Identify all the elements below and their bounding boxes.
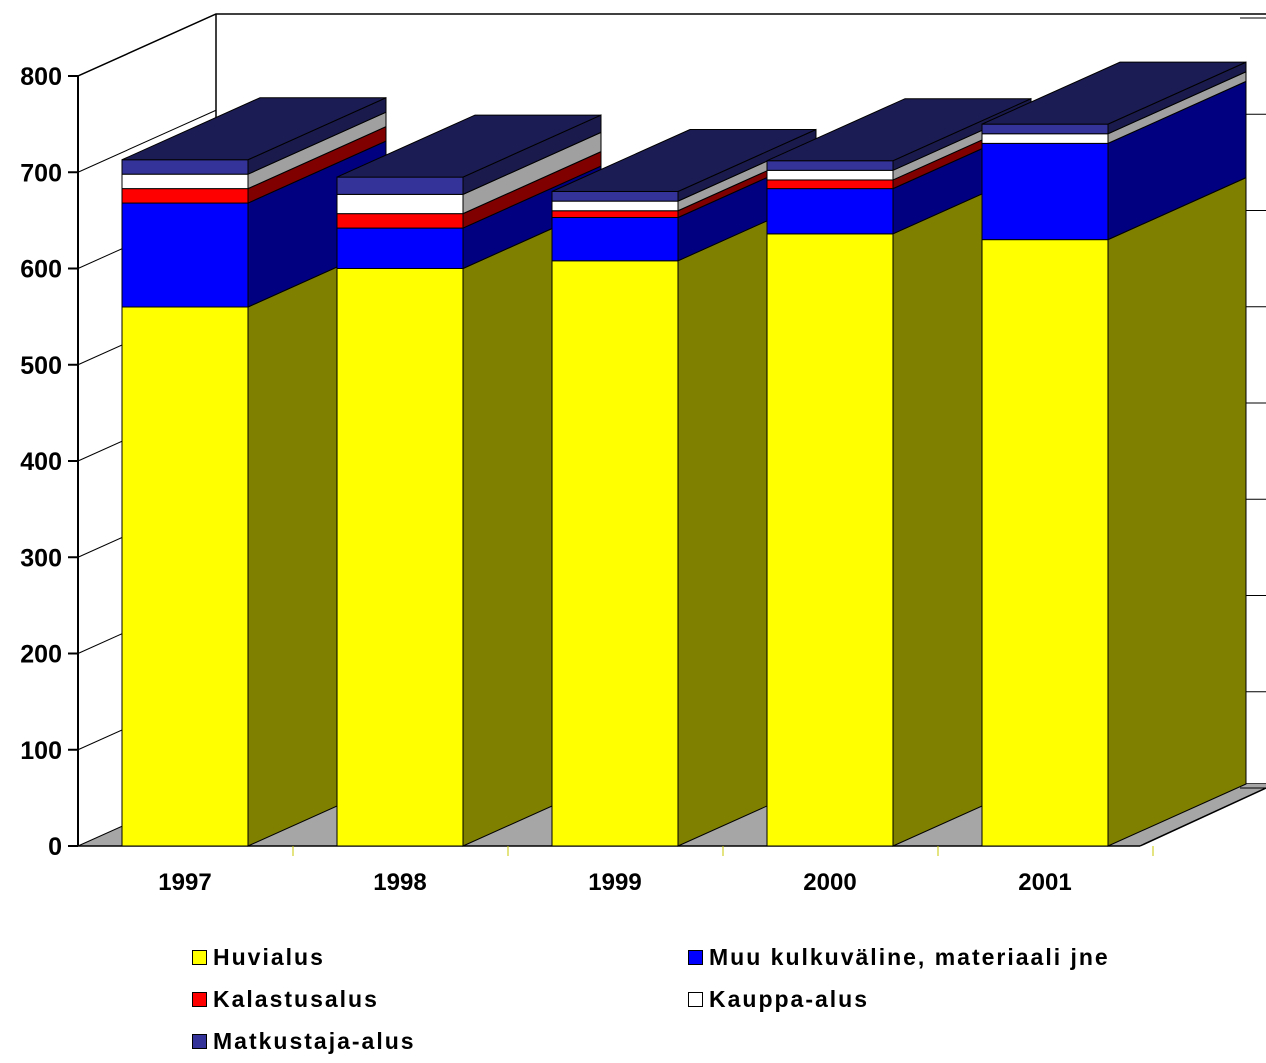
bar-segment bbox=[766, 233, 894, 847]
bar-segment bbox=[766, 179, 894, 190]
x-tick-label: 1997 bbox=[158, 869, 211, 896]
bar-segment bbox=[336, 227, 464, 269]
bar-top bbox=[981, 61, 1247, 125]
bar-top bbox=[766, 98, 1032, 162]
bar-segment bbox=[551, 191, 679, 202]
y-tick-label: 300 bbox=[20, 544, 62, 572]
depth-gridline bbox=[77, 13, 217, 77]
bar-top bbox=[551, 129, 817, 192]
y-tick-label: 800 bbox=[20, 63, 62, 91]
y-tick-label: 100 bbox=[20, 737, 62, 765]
x-axis: 1997 1998 1999 2000 2001 bbox=[158, 846, 1154, 896]
bar-top bbox=[336, 114, 602, 178]
bar-segment bbox=[551, 216, 679, 262]
y-tick-label: 500 bbox=[20, 352, 62, 380]
bar-segment bbox=[766, 188, 894, 235]
y-tick-label: 700 bbox=[20, 159, 62, 187]
bar-segment bbox=[121, 159, 249, 175]
bar-segment bbox=[551, 200, 679, 212]
bars bbox=[121, 61, 1247, 847]
bar-segment bbox=[981, 123, 1109, 135]
bar-segment bbox=[981, 239, 1109, 847]
x-tick-label: 1998 bbox=[373, 869, 426, 896]
bar-segment bbox=[551, 210, 679, 218]
bar-segment bbox=[336, 176, 464, 195]
bar-segment bbox=[981, 142, 1109, 241]
x-tick-label: 2001 bbox=[1018, 869, 1071, 896]
y-tick-label: 0 bbox=[48, 833, 62, 861]
floor-right-edge bbox=[1139, 787, 1266, 847]
bar-segment bbox=[121, 202, 249, 308]
y-tick-label: 400 bbox=[20, 448, 62, 476]
depth-gridline bbox=[77, 109, 217, 173]
y-tick-label: 200 bbox=[20, 641, 62, 669]
bar-segment bbox=[766, 169, 894, 181]
bar-segment bbox=[336, 268, 464, 847]
bar-group bbox=[981, 61, 1247, 847]
bar-segment bbox=[121, 188, 249, 204]
x-tick-label: 2000 bbox=[803, 869, 856, 896]
x-tick-label: 1999 bbox=[588, 869, 641, 896]
bar-segment bbox=[121, 173, 249, 190]
y-tick-label: 600 bbox=[20, 256, 62, 284]
bar-segment bbox=[336, 193, 464, 215]
bar-segment bbox=[981, 133, 1109, 144]
bar-segment bbox=[121, 306, 249, 847]
bar-segment bbox=[336, 213, 464, 229]
bar-segment-side bbox=[1107, 176, 1247, 847]
bar-segment bbox=[766, 160, 894, 171]
bar-segment bbox=[551, 260, 679, 847]
bar-top bbox=[121, 97, 387, 161]
